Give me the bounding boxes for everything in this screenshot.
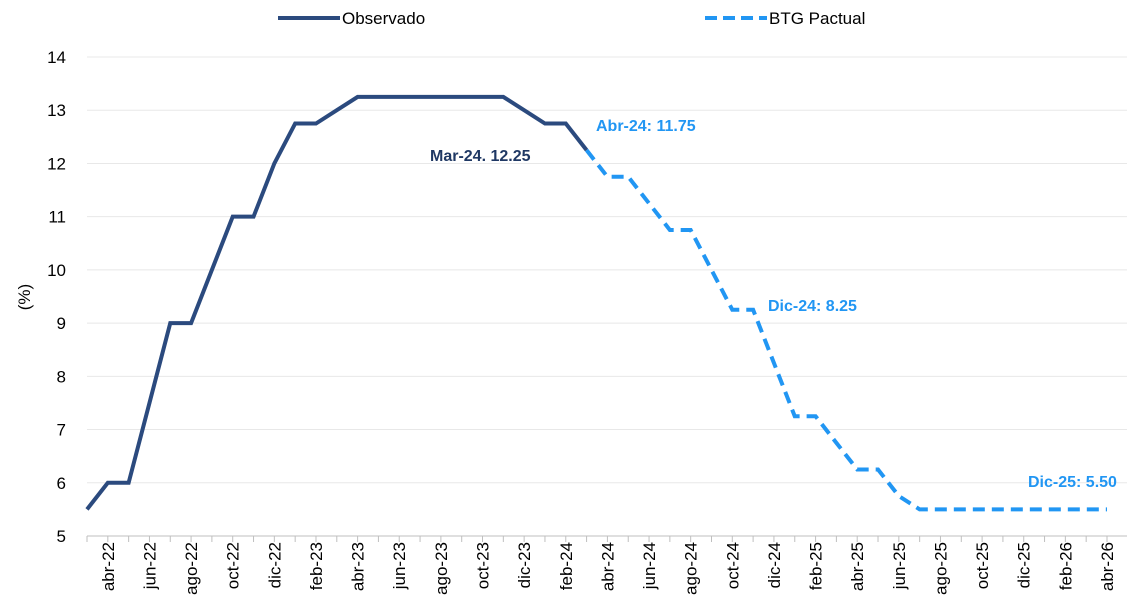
x-tick-label: feb-23 xyxy=(307,542,326,590)
x-tick-label: dic-25 xyxy=(1015,542,1034,588)
x-tick-label: jun-23 xyxy=(390,542,409,590)
x-tick-label: ago-22 xyxy=(182,542,201,595)
y-tick-label: 6 xyxy=(57,474,66,493)
y-tick-label: 13 xyxy=(47,101,66,120)
annotation: Dic-24: 8.25 xyxy=(768,298,857,315)
legend-label: Observado xyxy=(342,9,425,28)
x-tick-label: feb-26 xyxy=(1056,542,1075,590)
y-tick-label: 11 xyxy=(48,208,66,227)
y-tick-label: 8 xyxy=(57,367,66,386)
y-tick-label: 5 xyxy=(57,527,66,546)
x-tick-label: abr-25 xyxy=(848,542,867,591)
x-tick-label: feb-25 xyxy=(807,542,826,590)
x-tick-label: dic-23 xyxy=(515,542,534,588)
x-tick-label: abr-23 xyxy=(349,542,368,591)
x-tick-label: oct-25 xyxy=(973,542,992,589)
y-tick-label: 9 xyxy=(57,314,66,333)
x-tick-label: jun-25 xyxy=(890,542,909,590)
x-tick-label: dic-22 xyxy=(265,542,284,588)
x-tick-label: jun-22 xyxy=(140,542,159,590)
y-tick-label: 12 xyxy=(47,154,66,173)
x-tick-label: ago-25 xyxy=(931,542,950,595)
x-tick-label: oct-22 xyxy=(224,542,243,589)
series-line xyxy=(585,148,1107,512)
x-tick-label: abr-24 xyxy=(598,542,617,591)
series-line xyxy=(85,94,589,511)
x-tick-label: dic-24 xyxy=(765,542,784,588)
y-tick-label: 10 xyxy=(47,261,66,280)
y-tick-label: 14 xyxy=(47,48,66,67)
annotation: Mar-24. 12.25 xyxy=(430,148,531,165)
annotation: Dic-25: 5.50 xyxy=(1028,474,1117,491)
x-tick-label: ago-24 xyxy=(682,542,701,595)
annotation: Abr-24: 11.75 xyxy=(596,118,696,135)
y-axis-label: (%) xyxy=(15,284,34,310)
legend-label: BTG Pactual xyxy=(769,9,865,28)
x-tick-label: ago-23 xyxy=(432,542,451,595)
x-tick-label: jun-24 xyxy=(640,542,659,590)
x-tick-label: feb-24 xyxy=(557,542,576,590)
y-tick-label: 7 xyxy=(57,421,66,440)
x-tick-label: abr-26 xyxy=(1098,542,1117,591)
x-tick-label: oct-23 xyxy=(474,542,493,589)
x-tick-label: oct-24 xyxy=(723,542,742,589)
x-tick-label: abr-22 xyxy=(99,542,118,591)
